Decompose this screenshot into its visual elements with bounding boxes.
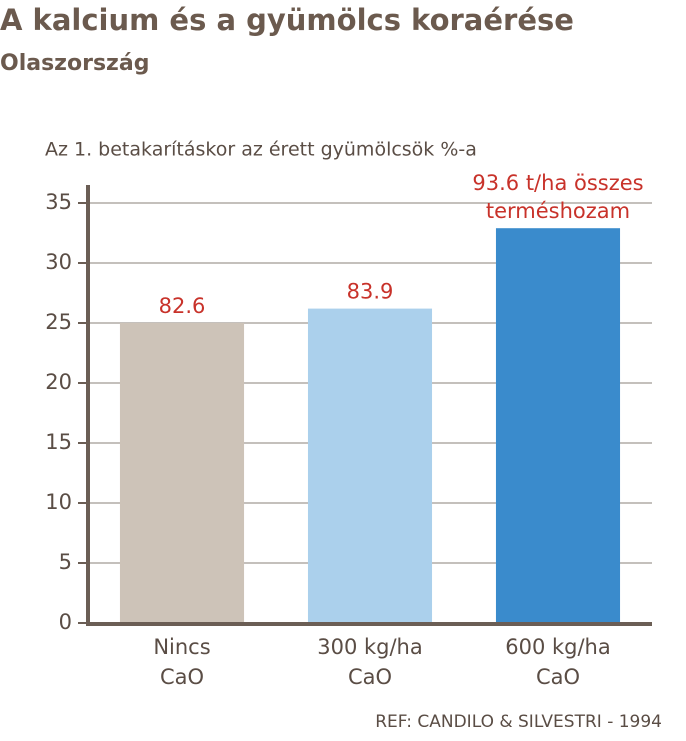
y-tick-label: 10 [45, 490, 72, 514]
y-tick-label: 5 [59, 550, 72, 574]
x-tick-label: CaO [536, 665, 580, 689]
x-tick-label: CaO [160, 665, 204, 689]
y-tick-label: 20 [45, 370, 72, 394]
y-axis-label: Az 1. betakarításkor az érett gyümölcsök… [45, 139, 477, 161]
y-tick-label: 35 [45, 190, 72, 214]
bar [307, 308, 433, 623]
x-tick-label: 600 kg/ha [505, 635, 611, 659]
y-tick-label: 15 [45, 430, 72, 454]
chart-title: A kalcium és a gyümölcs koraérése [0, 3, 574, 37]
x-tick-label: 300 kg/ha [317, 635, 423, 659]
annotation: 82.6 [159, 294, 206, 318]
bar [495, 228, 621, 623]
chart-subtitle: Olaszország [0, 51, 149, 76]
y-tick-label: 30 [45, 250, 72, 274]
y-tick-label: 25 [45, 310, 72, 334]
annotation: 93.6 t/ha összes [472, 171, 643, 195]
x-tick-label: Nincs [153, 635, 210, 659]
source-note: REF: CANDILO & SILVESTRI - 1994 [375, 712, 662, 732]
annotation: terméshozam [486, 199, 630, 223]
bar [119, 323, 245, 623]
annotation: 83.9 [347, 280, 394, 304]
x-tick-label: CaO [348, 665, 392, 689]
y-tick-label: 0 [59, 610, 72, 634]
